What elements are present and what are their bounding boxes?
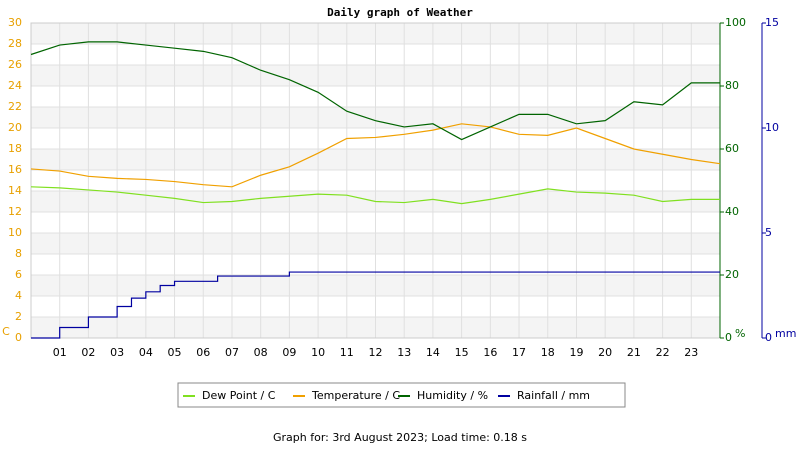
y-tick-label: 6: [15, 268, 22, 281]
legend-label: Dew Point / C: [202, 389, 276, 402]
x-tick-label: 16: [483, 346, 497, 359]
y2-tick-label: 40: [725, 205, 739, 218]
x-tick-label: 23: [684, 346, 698, 359]
y2-tick-label: 60: [725, 142, 739, 155]
y-tick-label: 8: [15, 247, 22, 260]
y3-tick-label: 0: [765, 331, 772, 344]
y-tick-label: 30: [8, 16, 22, 29]
chart-title: Daily graph of Weather: [327, 6, 473, 19]
x-tick-label: 15: [455, 346, 469, 359]
y2-tick-label: 0: [725, 331, 732, 344]
x-tick-label: 22: [656, 346, 670, 359]
y-tick-label: 0: [15, 331, 22, 344]
y-tick-label: 16: [8, 163, 22, 176]
y-tick-label: 22: [8, 100, 22, 113]
x-tick-label: 12: [369, 346, 383, 359]
y-tick-label: 20: [8, 121, 22, 134]
series-line: [30, 123, 721, 188]
x-tick-label: 06: [196, 346, 210, 359]
y2-tick-label: 80: [725, 79, 739, 92]
y3-tick-label: 10: [765, 121, 779, 134]
y2-axis-label: %: [735, 327, 745, 340]
y-tick-label: 10: [8, 226, 22, 239]
x-tick-label: 03: [110, 346, 124, 359]
x-tick-label: 04: [139, 346, 153, 359]
y-tick-label: 4: [15, 289, 22, 302]
series-line: [31, 271, 720, 339]
y3-axis-label: mm: [775, 327, 796, 340]
y-axis-label: C: [2, 325, 10, 338]
x-tick-label: 21: [627, 346, 641, 359]
legend-label: Temperature / C: [311, 389, 400, 402]
x-tick-label: 19: [569, 346, 583, 359]
x-tick-label: 20: [598, 346, 612, 359]
x-tick-label: 07: [225, 346, 239, 359]
footer: Graph for: 3rd August 2023; Load time: 0…: [273, 431, 527, 444]
y-tick-label: 18: [8, 142, 22, 155]
x-tick-label: 18: [541, 346, 555, 359]
x-tick-label: 08: [254, 346, 268, 359]
y-tick-label: 14: [8, 184, 22, 197]
x-tick-label: 11: [340, 346, 354, 359]
y-tick-label: 28: [8, 37, 22, 50]
y-tick-label: 26: [8, 58, 22, 71]
legend-label: Humidity / %: [417, 389, 488, 402]
series-line: [30, 41, 720, 141]
series-line: [30, 186, 720, 205]
y-tick-label: 2: [15, 310, 22, 323]
x-tick-label: 05: [168, 346, 182, 359]
x-tick-label: 10: [311, 346, 325, 359]
x-tick-label: 14: [426, 346, 440, 359]
y-tick-label: 12: [8, 205, 22, 218]
x-tick-label: 17: [512, 346, 526, 359]
legend-label: Rainfall / mm: [517, 389, 590, 402]
y-tick-label: 24: [8, 79, 22, 92]
y2-tick-label: 100: [725, 16, 746, 29]
y3-tick-label: 15: [765, 16, 779, 29]
x-tick-label: 01: [53, 346, 67, 359]
x-tick-label: 09: [282, 346, 296, 359]
y3-tick-label: 5: [765, 226, 772, 239]
x-tick-label: 13: [397, 346, 411, 359]
y2-tick-label: 20: [725, 268, 739, 281]
x-tick-label: 02: [81, 346, 95, 359]
